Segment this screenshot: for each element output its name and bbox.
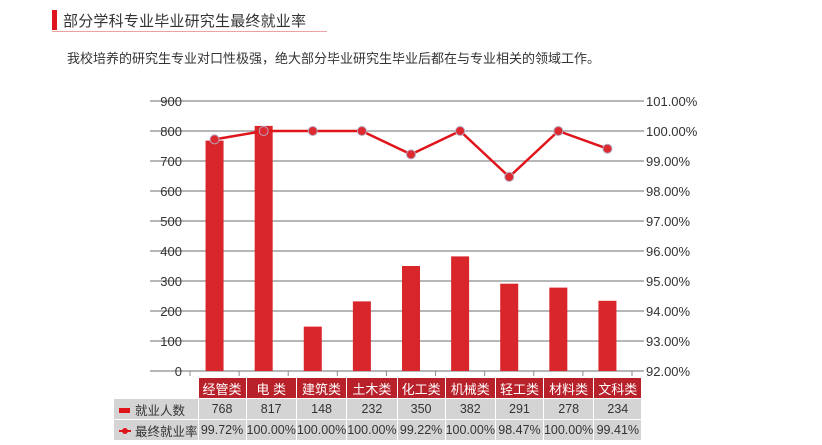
employed-cell: 768 xyxy=(197,398,247,420)
line-marker-legend-icon xyxy=(119,427,131,435)
y-right-tick-label: 94.00% xyxy=(646,304,691,319)
rate-cell: 99.41% xyxy=(593,419,643,441)
chart-title: 部分学科专业毕业研究生最终就业率 xyxy=(63,12,307,30)
employed-cell: 278 xyxy=(542,398,595,420)
y-right-tick-label: 100.00% xyxy=(646,124,698,139)
category-header: 文科类 xyxy=(593,377,643,399)
y-left-tick-label: 400 xyxy=(160,244,182,259)
y-left-tick-label: 800 xyxy=(160,124,182,139)
rate-cell: 100.00% xyxy=(295,419,348,441)
y-right-tick-label: 101.00% xyxy=(646,94,698,109)
y-right-tick-label: 95.00% xyxy=(646,274,691,289)
bar xyxy=(205,140,224,371)
rate-marker xyxy=(258,126,269,136)
gridlines xyxy=(150,100,644,372)
left-y-axis: 0 100 200 300 400 500 600 700 800 900 xyxy=(160,94,182,379)
rate-marker xyxy=(504,171,515,182)
section-header: 部分学科专业毕业研究生最终就业率 xyxy=(52,9,327,32)
y-right-tick-label: 99.00% xyxy=(646,154,691,169)
y-left-tick-label: 300 xyxy=(160,274,182,289)
rate-marker xyxy=(356,126,367,136)
bar xyxy=(254,125,273,372)
rate-cell: 100.00% xyxy=(346,419,398,441)
y-left-tick-label: 500 xyxy=(160,214,182,229)
employed-cell: 817 xyxy=(245,398,297,420)
rate-marker xyxy=(553,126,564,136)
x-axis xyxy=(189,371,633,376)
bar xyxy=(500,283,519,371)
bar xyxy=(598,300,617,371)
row-label: 最终就业率 xyxy=(135,424,198,439)
y-left-tick-label: 900 xyxy=(160,94,182,109)
legend-employed: 就业人数 xyxy=(113,398,199,420)
category-header: 机械类 xyxy=(444,377,496,399)
row-label: 就业人数 xyxy=(135,403,186,418)
employed-cell: 291 xyxy=(494,398,544,420)
rate-cell: 100.00% xyxy=(245,419,297,441)
y-left-tick-label: 200 xyxy=(160,304,182,319)
table-row-rate: 最终就业率 99.72% 100.00% 100.00% 100.00% 99.22% 1… xyxy=(113,419,643,441)
right-y-axis: 92.00% 93.00% 94.00% 95.00% 96.00% 97.00% 98.0… xyxy=(646,94,698,379)
rate-marker xyxy=(307,126,318,136)
y-left-tick-label: 0 xyxy=(175,364,182,379)
intro-text: 我校培养的研究生专业对口性极强，绝大部分毕业研究生毕业后都在与专业相关的领域工作… xyxy=(67,52,601,67)
rate-cell: 99.72% xyxy=(197,419,247,441)
rate-cell: 99.22% xyxy=(396,419,446,441)
data-table: 经管类电 类建筑类 土木类 化工类 机械类 轻工类 材料类 文科类 就业人数 768 817 1… xyxy=(113,377,643,441)
bar xyxy=(303,326,322,371)
table-row-employed: 就业人数 768 817 148 232 350 382 291 278 234 xyxy=(113,398,643,420)
y-left-tick-label: 700 xyxy=(160,154,182,169)
employed-cell: 232 xyxy=(346,398,398,420)
rate-marker xyxy=(602,143,613,154)
y-right-tick-label: 98.00% xyxy=(646,184,691,199)
legend-rate: 最终就业率 xyxy=(113,419,199,441)
table-header-row: 经管类电 类建筑类 土木类 化工类 机械类 轻工类 材料类 文科类 xyxy=(113,377,643,399)
rate-cell: 98.47% xyxy=(494,419,544,441)
y-left-tick-label: 100 xyxy=(160,334,182,349)
table-corner xyxy=(113,377,199,399)
title-accent-bar xyxy=(52,10,57,30)
category-header: 土木类 xyxy=(346,377,398,399)
bar xyxy=(352,301,371,371)
bar-legend-icon xyxy=(119,407,130,413)
y-right-tick-label: 92.00% xyxy=(646,364,691,379)
bar xyxy=(402,266,420,371)
rate-marker xyxy=(209,134,220,145)
rate-marker xyxy=(406,149,416,160)
y-left-tick-label: 600 xyxy=(160,184,182,199)
bar-series-employed xyxy=(205,125,617,372)
y-right-tick-label: 93.00% xyxy=(646,334,691,349)
category-header: 化工类 xyxy=(396,377,446,399)
employed-cell: 148 xyxy=(295,398,348,420)
rate-marker xyxy=(455,126,466,136)
rate-cell: 100.00% xyxy=(444,419,496,441)
employed-cell: 382 xyxy=(444,398,496,420)
bar xyxy=(451,256,470,371)
bar xyxy=(549,287,568,371)
employed-cell: 234 xyxy=(593,398,643,420)
category-header: 电 类 xyxy=(245,377,297,399)
category-header: 经管类 xyxy=(197,377,247,399)
y-right-tick-label: 97.00% xyxy=(646,214,691,229)
category-header: 建筑类 xyxy=(295,377,348,399)
rate-cell: 100.00% xyxy=(542,419,595,441)
category-header: 材料类 xyxy=(542,377,595,399)
employed-cell: 350 xyxy=(396,398,446,420)
y-right-tick-label: 96.00% xyxy=(646,244,691,259)
line-series-rate xyxy=(209,126,613,182)
category-header: 轻工类 xyxy=(494,377,544,399)
